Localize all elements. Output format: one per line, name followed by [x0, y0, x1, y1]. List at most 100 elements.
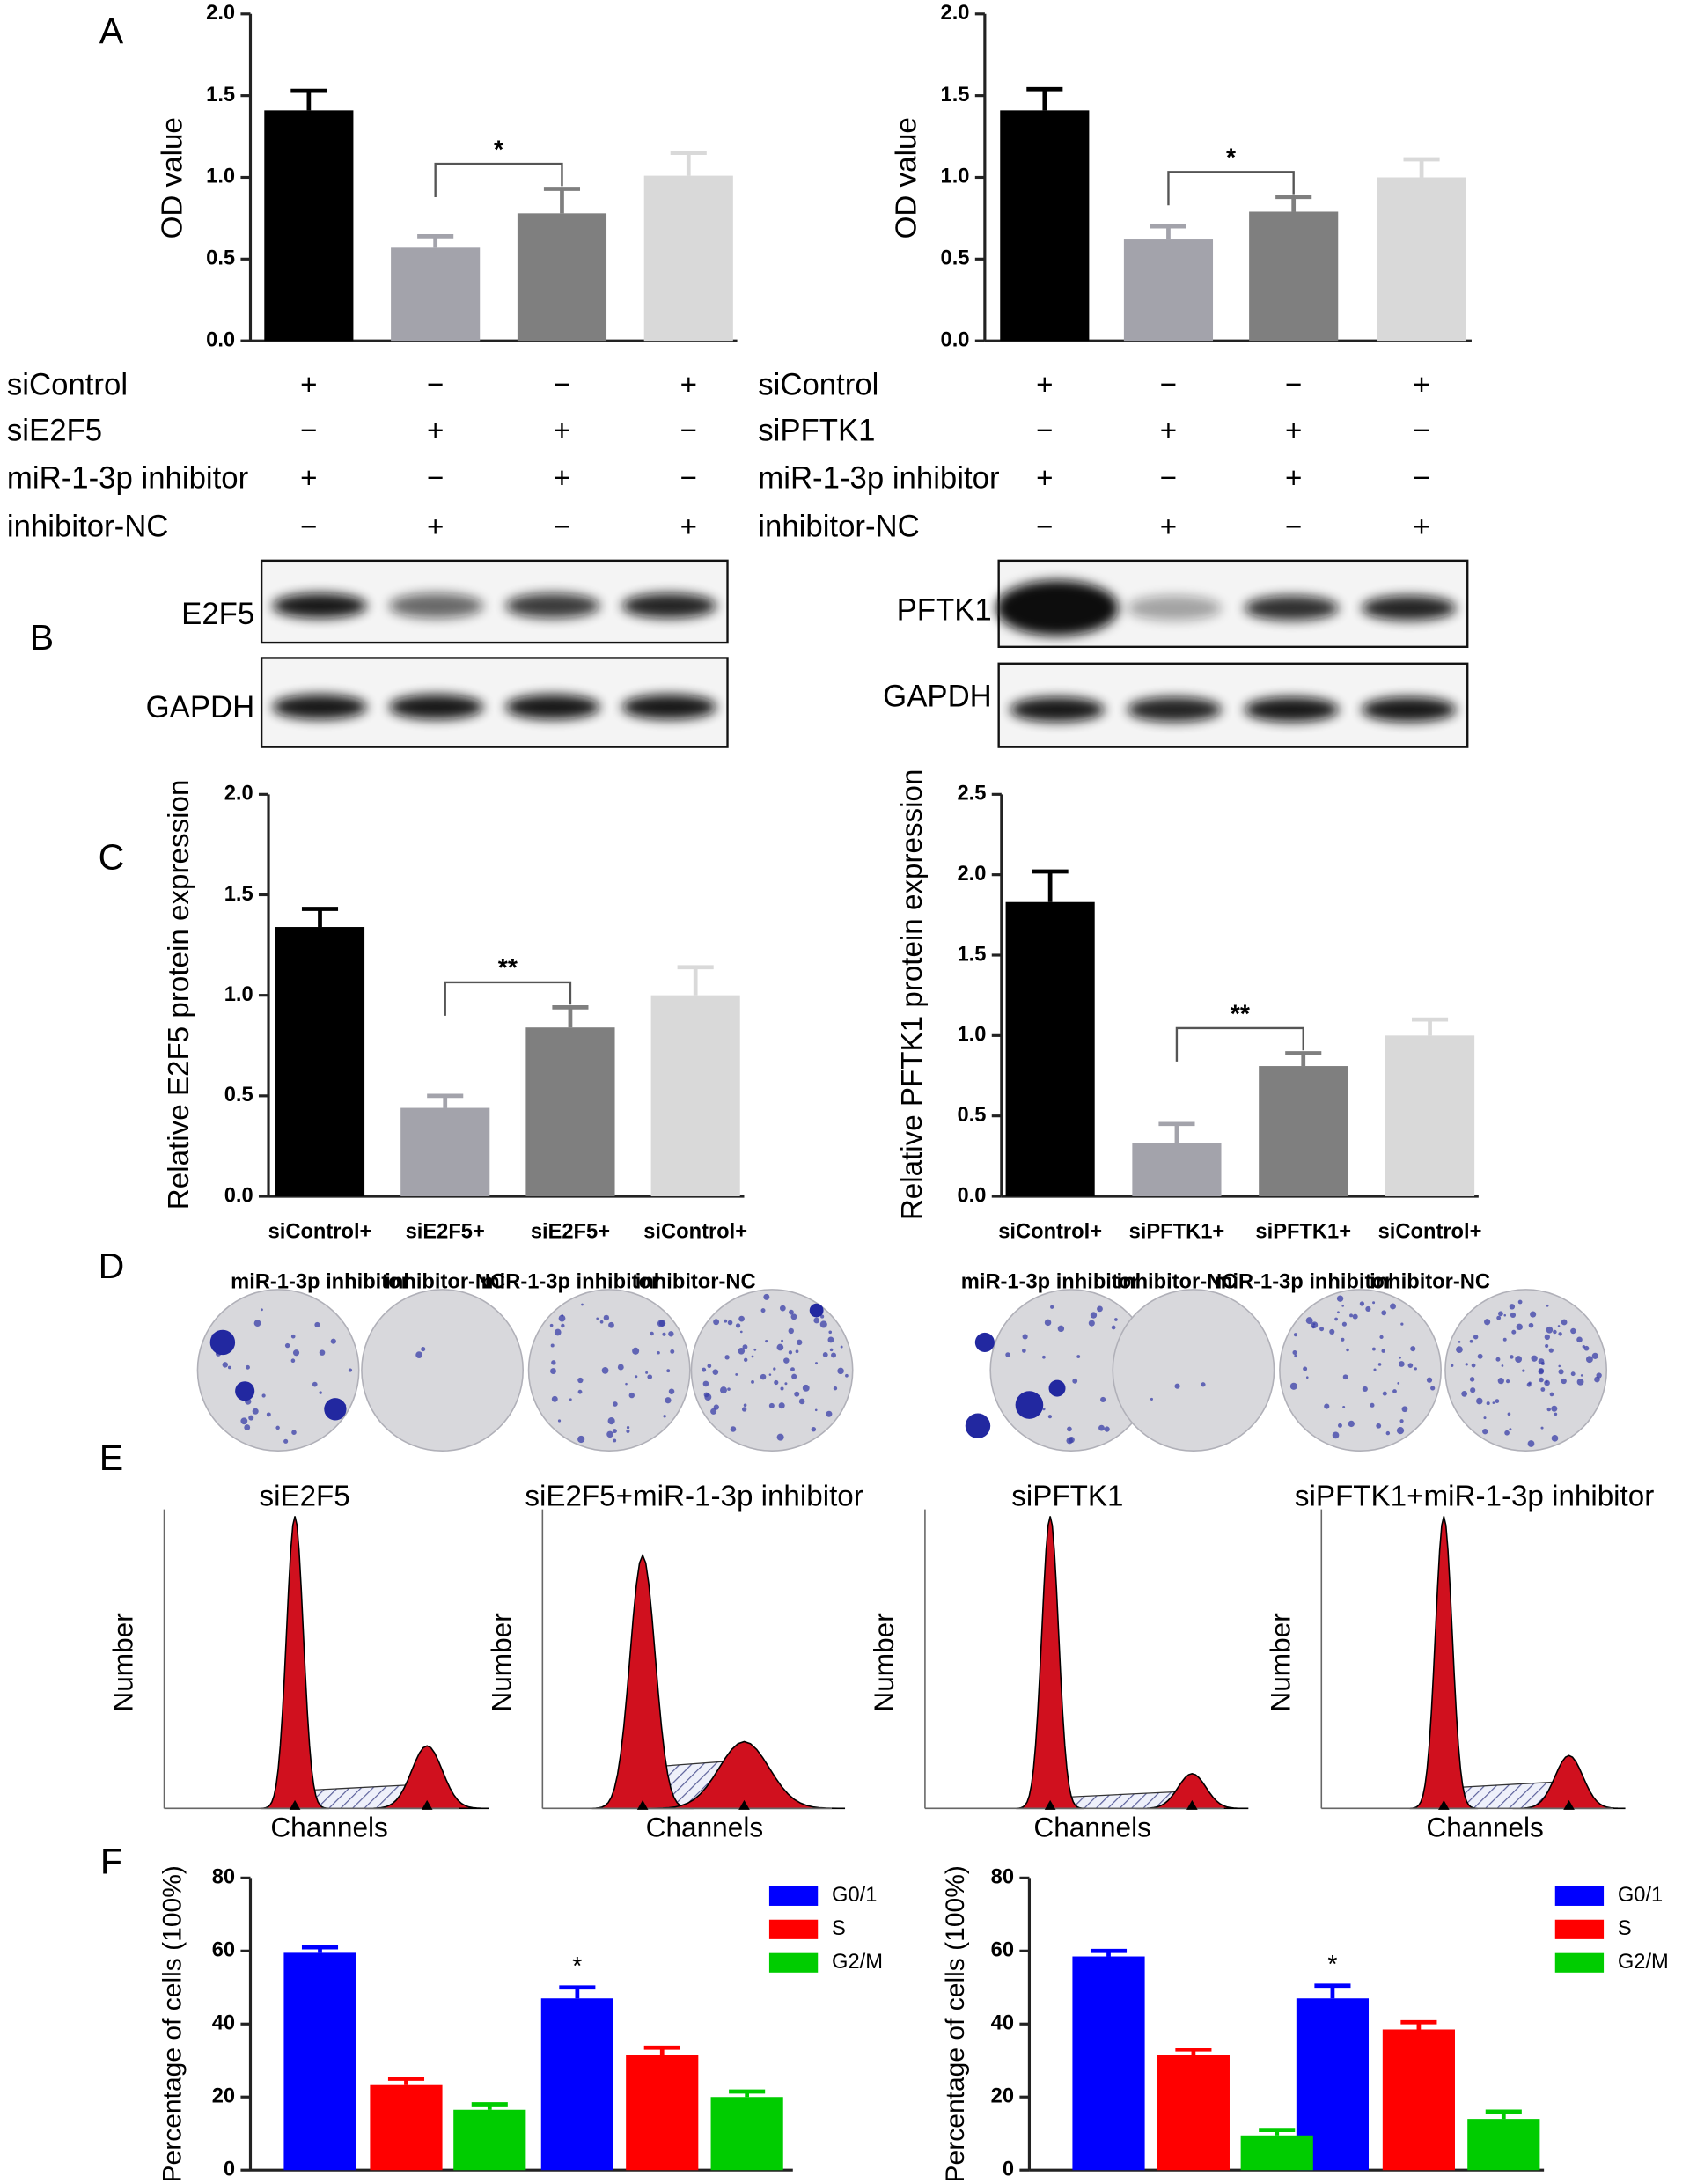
- significance-bracket: [1167, 171, 1295, 206]
- colony: [703, 1392, 709, 1398]
- colony: [647, 1374, 653, 1379]
- blot-band: [1127, 696, 1223, 723]
- legend-swatch: [768, 1952, 819, 1973]
- colony: [1576, 1378, 1584, 1386]
- legend-swatch: [768, 1919, 819, 1939]
- flow-g1-peak: [1409, 1516, 1479, 1810]
- colony: [738, 1347, 746, 1355]
- x-tick-label: inhibitor-NC: [1370, 1270, 1490, 1293]
- bar: [1467, 2119, 1540, 2171]
- flow-marker: [289, 1799, 301, 1810]
- x-tick-label: miR-1-3p inhibitor: [481, 1270, 660, 1293]
- bar: [1249, 211, 1339, 342]
- condition-sign: −: [1160, 369, 1177, 401]
- flow-g2-peak: [1135, 1772, 1249, 1810]
- colony: [735, 1372, 738, 1376]
- colony: [1067, 1426, 1072, 1432]
- colony: [1450, 1364, 1454, 1367]
- y-tick-label: 60: [212, 1939, 235, 1962]
- legend-swatch: [768, 1886, 819, 1906]
- condition-sign: −: [1285, 369, 1302, 401]
- colony: [798, 1398, 805, 1405]
- colony: [1312, 1322, 1316, 1326]
- x-tick-label: siControl+: [998, 1220, 1102, 1243]
- colony: [1470, 1387, 1476, 1393]
- colony-dish: [690, 1289, 854, 1452]
- colony: [789, 1309, 794, 1315]
- colony: [549, 1323, 554, 1327]
- colony: [1596, 1372, 1602, 1379]
- colony: [657, 1320, 665, 1327]
- colony: [788, 1327, 794, 1335]
- panel-letter: C: [99, 836, 125, 877]
- y-tick-label: 1.0: [958, 1024, 987, 1047]
- colony: [1476, 1397, 1483, 1405]
- colony: [776, 1433, 784, 1441]
- colony: [1324, 1403, 1330, 1409]
- colony: [1397, 1382, 1400, 1385]
- colony: [1458, 1341, 1461, 1343]
- legend-swatch: [1554, 1952, 1605, 1973]
- colony: [795, 1349, 799, 1354]
- colony: [577, 1389, 583, 1394]
- significance: *: [494, 136, 504, 164]
- colony: [1410, 1346, 1416, 1352]
- colony: [1545, 1380, 1548, 1384]
- colony: [809, 1303, 824, 1318]
- colony: [1398, 1361, 1405, 1367]
- flow-x-title: Channels: [1033, 1811, 1151, 1842]
- colony: [1482, 1428, 1488, 1435]
- error-bar: [471, 2102, 508, 2110]
- flow-y-title: Number: [1264, 1613, 1296, 1711]
- colony: [319, 1349, 326, 1356]
- colony: [780, 1386, 784, 1391]
- colony: [837, 1367, 844, 1375]
- condition-name: siPFTK1: [758, 415, 875, 448]
- condition-sign: −: [1413, 462, 1429, 495]
- colony: [1098, 1424, 1105, 1431]
- colony: [724, 1319, 728, 1323]
- colony: [1319, 1327, 1325, 1332]
- colony: [730, 1426, 737, 1432]
- y-tick-label: 60: [991, 1939, 1014, 1962]
- flow-y-title: Number: [868, 1613, 900, 1711]
- colony: [670, 1349, 675, 1354]
- colony: [663, 1415, 666, 1418]
- colony: [1558, 1364, 1561, 1368]
- flow-title: siE2F5+miR-1-3p inhibitor: [525, 1481, 863, 1513]
- colony: [1591, 1352, 1598, 1359]
- colony: [1359, 1301, 1365, 1306]
- bar: [650, 995, 740, 1197]
- error-bar: [552, 1005, 589, 1028]
- flow-marker: [421, 1799, 433, 1810]
- colony: [1305, 1376, 1309, 1379]
- colony: [1370, 1402, 1375, 1408]
- colony: [1546, 1407, 1551, 1412]
- colony: [1392, 1389, 1397, 1393]
- colony: [1504, 1430, 1510, 1436]
- colony: [778, 1402, 785, 1409]
- colony: [1498, 1311, 1503, 1317]
- bar: [626, 2055, 699, 2171]
- error-bar: [427, 1093, 464, 1108]
- significance: **: [498, 954, 518, 982]
- condition-name: siE2F5: [7, 415, 102, 448]
- colony: [760, 1308, 766, 1313]
- colony: [324, 1398, 347, 1421]
- colony: [1066, 1437, 1073, 1445]
- x-tick-label: siE2F5+: [531, 1220, 610, 1243]
- colony: [1495, 1399, 1500, 1403]
- colony: [608, 1321, 614, 1328]
- flow-marker: [738, 1799, 750, 1810]
- flow-marker: [1186, 1799, 1198, 1810]
- y-axis-title: Percentage of cells (100%): [941, 1865, 970, 2182]
- blot-band: [272, 592, 368, 619]
- colony: [635, 1375, 638, 1379]
- condition-sign: +: [300, 369, 317, 401]
- blot-band: [1127, 595, 1223, 621]
- colony: [773, 1367, 776, 1371]
- colony: [253, 1320, 261, 1327]
- colony: [1540, 1426, 1544, 1430]
- colony: [1484, 1319, 1491, 1326]
- colony: [665, 1397, 672, 1404]
